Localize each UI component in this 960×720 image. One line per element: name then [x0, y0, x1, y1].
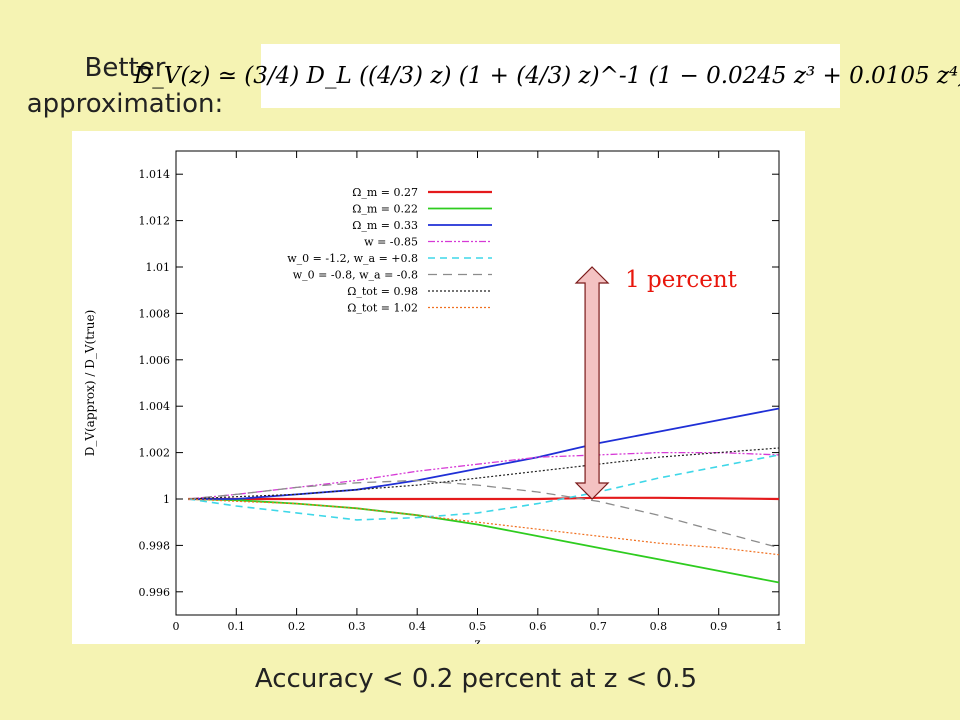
plot-frame	[175, 150, 780, 616]
x-tick-label: 0.2	[288, 620, 306, 633]
caption: Accuracy < 0.2 percent at z < 0.5	[254, 664, 698, 694]
y-tick-label: 1.002	[139, 447, 171, 460]
x-axis-label: z	[474, 636, 480, 644]
y-tick-label: 0.998	[139, 539, 171, 552]
one-percent-arrow	[574, 266, 610, 500]
series-line-7	[188, 447, 780, 500]
legend-label-6: w_0 = -0.8, w_a = -0.8	[293, 269, 418, 282]
x-tick-label: 0.3	[348, 620, 366, 633]
y-axis-label: D_V(approx) / D_V(true)	[83, 310, 97, 457]
series-line-2	[188, 498, 780, 584]
y-tick-label: 1.012	[139, 215, 171, 228]
x-tick-label: 0.6	[529, 620, 547, 633]
heading-line-2: approximation:	[26, 89, 224, 119]
legend-label-3: Ω_m = 0.33	[352, 219, 418, 232]
series-line-8	[188, 498, 780, 556]
y-tick-label: 0.996	[139, 586, 171, 599]
legend-label-7: Ω_tot = 0.98	[347, 285, 418, 298]
x-tick-label: 0.4	[408, 620, 426, 633]
one-percent-label: 1 percent	[625, 267, 738, 293]
x-tick-label: 0.9	[710, 620, 728, 633]
series-line-4	[188, 451, 780, 500]
line-chart: 0 0.1 0.2 0.3 0.4 0.5 0.6 0.7 0.8 0.9 1 0.996 0.998 1…	[83, 150, 783, 644]
y-tick-label: 1.006	[139, 354, 171, 367]
legend-label-8: Ω_tot = 1.02	[347, 302, 418, 315]
y-tick-label: 1	[163, 493, 170, 506]
legend-label-4: w = -0.85	[364, 236, 418, 249]
formula-text: D_V(z) ≃ (3/4) D_L ((4/3) z) (1 + (4/3) …	[133, 63, 960, 89]
series-line-6	[188, 479, 780, 549]
y-tick-label: 1.008	[139, 307, 171, 320]
series-line-1	[188, 496, 780, 501]
y-tick-label: 1.004	[139, 400, 171, 413]
x-tick-label: 0.8	[650, 620, 668, 633]
x-tick-label: 0.5	[469, 620, 487, 633]
x-tick-label: 0.1	[228, 620, 246, 633]
formula-box: D_V(z) ≃ (3/4) D_L ((4/3) z) (1 + (4/3) …	[134, 44, 960, 108]
x-tick-label: 1	[776, 620, 783, 633]
chart-panel: 0 0.1 0.2 0.3 0.4 0.5 0.6 0.7 0.8 0.9 1 0.996 0.998 1…	[72, 131, 805, 644]
legend-label-5: w_0 = -1.2, w_a = +0.8	[287, 252, 418, 265]
series-line-3	[188, 407, 780, 500]
x-tick-label: 0.7	[589, 620, 607, 633]
slide-heading: Better approximation:	[20, 50, 230, 122]
y-tick-label: 1.01	[146, 261, 171, 274]
y-tick-label: 1.014	[139, 168, 171, 181]
series-line-5	[187, 454, 780, 521]
x-tick-label: 0	[173, 620, 180, 633]
legend-label-1: Ω_m = 0.27	[352, 186, 418, 199]
heading-line-1: Better	[84, 53, 166, 83]
legend-label-2: Ω_m = 0.22	[352, 203, 418, 216]
